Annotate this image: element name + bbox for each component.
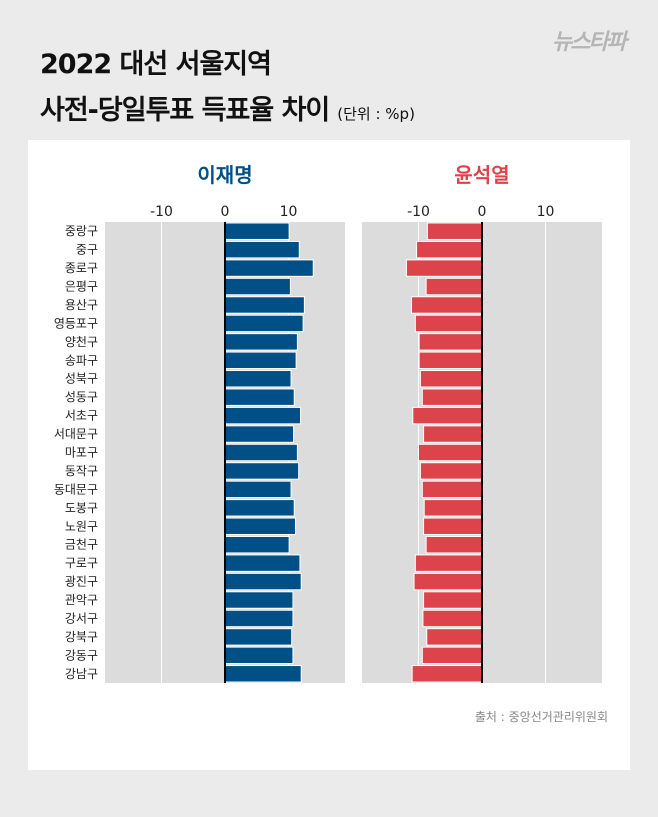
category-label: 중구: [76, 243, 98, 257]
bar-강남구: [224, 665, 302, 683]
category-label: 종로구: [65, 261, 98, 275]
category-label: 광진구: [65, 575, 98, 589]
category-label: 동대문구: [54, 482, 98, 496]
category-label: 송파구: [65, 353, 98, 367]
bar-영등포구: [414, 314, 483, 333]
category-label: 용산구: [65, 298, 98, 312]
category-label: 동작구: [65, 464, 98, 478]
bar-동대문구: [224, 480, 292, 499]
bar-강동구: [421, 646, 483, 665]
bar-중구: [224, 240, 300, 259]
bar-마포구: [418, 443, 483, 462]
bar-서초구: [224, 406, 302, 425]
bar-서초구: [412, 406, 483, 425]
x-tick-label: -10: [150, 204, 173, 220]
category-label: 강서구: [65, 611, 98, 625]
bar-성북구: [224, 370, 292, 388]
category-label: 서초구: [65, 409, 98, 423]
bar-양천구: [224, 333, 298, 351]
category-label: 구로구: [65, 556, 98, 570]
bar-금천구: [224, 535, 290, 554]
bar-강서구: [224, 609, 294, 628]
bar-강북구: [426, 628, 483, 646]
category-label: 강남구: [65, 667, 98, 681]
category-label: 은평구: [65, 280, 98, 294]
category-label: 마포구: [65, 446, 98, 460]
bar-광진구: [413, 572, 483, 591]
x-tick-label: 10: [280, 204, 298, 220]
bar-동작구: [224, 462, 300, 480]
category-label: 영등포구: [54, 316, 98, 330]
x-tick-label: 0: [221, 204, 230, 220]
newstapa-logo: 뉴스타파: [552, 30, 627, 55]
bar-도봉구: [423, 499, 483, 517]
bar-강서구: [422, 609, 483, 628]
category-label: 금천구: [65, 537, 98, 552]
bar-금천구: [425, 535, 483, 554]
bar-관악구: [423, 591, 483, 609]
category-label: 노원구: [65, 519, 98, 533]
bar-동대문구: [421, 480, 483, 499]
bar-은평구: [224, 277, 291, 296]
x-tick-label: -10: [407, 204, 430, 220]
bar-중구: [416, 240, 483, 259]
bar-종로구: [224, 259, 314, 277]
panel-title: 윤석열: [454, 163, 509, 187]
bar-성동구: [421, 388, 483, 406]
bar-용산구: [411, 296, 483, 314]
bar-영등포구: [224, 314, 304, 333]
x-tick-label: 0: [478, 204, 487, 220]
bar-노원구: [423, 517, 483, 535]
source-note: 출처 : 중앙선거관리위원회: [474, 710, 608, 724]
bar-강동구: [224, 646, 294, 665]
bar-성동구: [224, 388, 295, 406]
category-label: 양천구: [65, 334, 98, 349]
bar-송파구: [224, 351, 297, 370]
x-tick-label: 10: [537, 204, 555, 220]
bar-도봉구: [224, 499, 295, 517]
bar-중랑구: [426, 222, 483, 240]
bar-중랑구: [224, 222, 290, 240]
title-line1: 2022 대선 서울지역: [40, 49, 272, 80]
category-label: 성북구: [65, 372, 98, 386]
category-label: 도봉구: [65, 501, 98, 515]
bar-마포구: [224, 443, 298, 462]
bar-광진구: [224, 572, 302, 591]
bar-관악구: [224, 591, 294, 609]
category-label: 관악구: [65, 593, 98, 607]
bar-성북구: [419, 370, 483, 388]
bar-종로구: [405, 259, 483, 277]
bar-강북구: [224, 628, 293, 646]
bar-구로구: [414, 554, 483, 572]
bar-양천구: [418, 333, 483, 351]
bar-송파구: [418, 351, 483, 370]
bar-노원구: [224, 517, 296, 535]
unit-label: (단위 : %p): [337, 105, 415, 123]
panel-title: 이재명: [197, 163, 252, 187]
bar-용산구: [224, 296, 305, 314]
title-line2: 사전-당일투표 득표율 차이: [40, 95, 330, 126]
bar-은평구: [425, 277, 483, 296]
category-label: 강동구: [65, 648, 98, 662]
bar-동작구: [419, 462, 483, 480]
bar-구로구: [224, 554, 301, 572]
category-label: 성동구: [65, 390, 98, 404]
category-label: 중랑구: [65, 224, 98, 238]
category-label: 강북구: [65, 630, 98, 644]
category-label: 서대문구: [54, 427, 98, 441]
bar-서대문구: [224, 425, 295, 443]
bar-강남구: [411, 665, 483, 683]
bar-서대문구: [423, 425, 483, 443]
